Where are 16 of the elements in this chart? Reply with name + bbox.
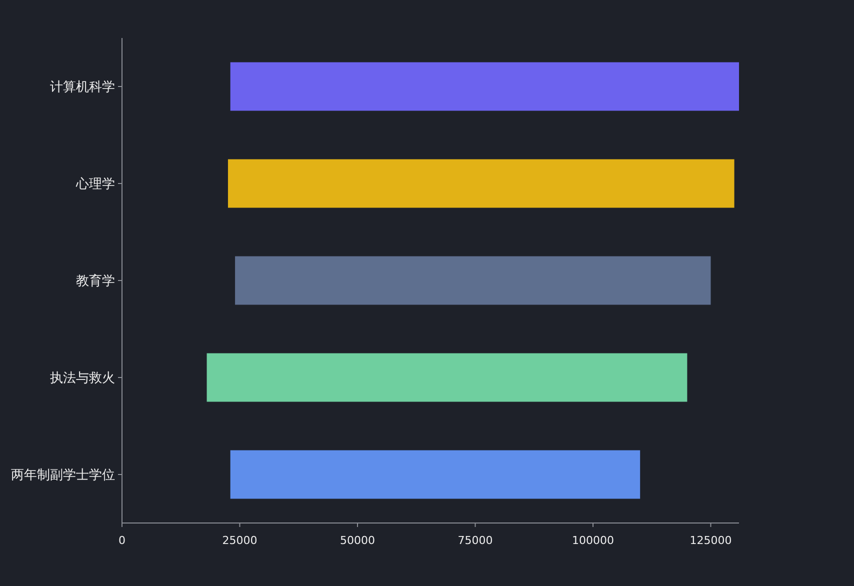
x-tick-label: 125000 (690, 534, 732, 547)
bar (206, 353, 688, 402)
bar (230, 62, 739, 111)
y-tick-label: 执法与救火 (50, 371, 115, 386)
y-tick-label: 计算机科学 (50, 80, 115, 95)
bar (228, 159, 734, 208)
x-tick-label: 75000 (458, 534, 493, 547)
x-tick-label: 25000 (222, 534, 258, 547)
x-tick-label: 0 (118, 534, 126, 547)
y-tick-label: 心理学 (75, 176, 115, 192)
x-tick-label: 50000 (340, 534, 375, 547)
bar (230, 450, 640, 499)
bar (235, 256, 711, 305)
x-tick-label: 100000 (572, 534, 614, 547)
y-tick-label: 教育学 (76, 273, 115, 289)
y-tick-label: 两年制副学士学位 (11, 468, 115, 483)
